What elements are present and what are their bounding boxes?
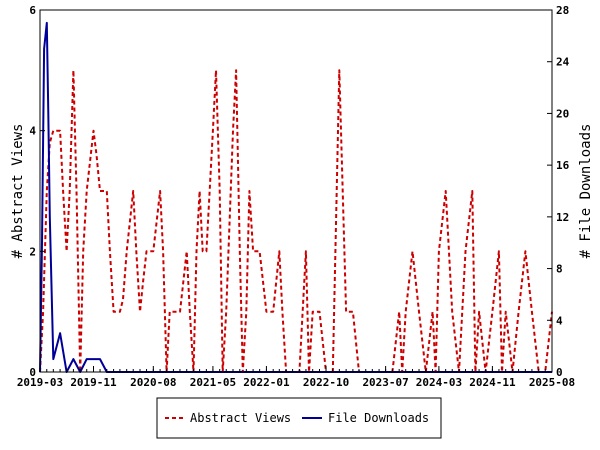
y-left-tick-label: 2 (29, 245, 36, 258)
legend-label-file-downloads: File Downloads (328, 411, 429, 425)
x-tick-label: 2024-03 (416, 376, 462, 389)
legend-label-abstract-views: Abstract Views (190, 411, 291, 425)
y-left-tick-label: 0 (29, 366, 36, 379)
y-right-tick-label: 20 (556, 107, 569, 120)
x-tick-label: 2024-11 (469, 376, 516, 389)
plot-frame (39, 9, 553, 373)
y-axis-right-title: # File Downloads (578, 124, 594, 259)
y-right-tick-label: 0 (556, 366, 563, 379)
y-axis-left-title: # Abstract Views (10, 124, 26, 259)
x-tick-label: 2019-11 (70, 376, 117, 389)
y-right-tick-label: 4 (556, 314, 563, 327)
y-left-tick-label: 6 (29, 4, 36, 17)
y-right-tick-label: 12 (556, 211, 569, 224)
series-line-abstract-views (39, 69, 553, 373)
x-tick-label: 2021-05 (190, 376, 236, 389)
x-tick-label: 2019-03 (17, 376, 63, 389)
x-tick-label: 2025-08 (529, 376, 575, 389)
legend: Abstract Views File Downloads (156, 397, 442, 439)
y-right-tick-label: 24 (556, 56, 570, 69)
x-tick-label: 2023-07 (362, 376, 408, 389)
y-right-tick-label: 28 (556, 4, 569, 17)
x-tick-label: 2022-01 (243, 376, 290, 389)
legend-box (156, 397, 442, 439)
x-tick-label: 2020-08 (130, 376, 176, 389)
x-tick-label: 2022-10 (303, 376, 349, 389)
y-right-tick-label: 16 (556, 159, 570, 172)
y-right-tick-label: 8 (556, 263, 563, 276)
y-left-tick-label: 4 (29, 125, 36, 138)
